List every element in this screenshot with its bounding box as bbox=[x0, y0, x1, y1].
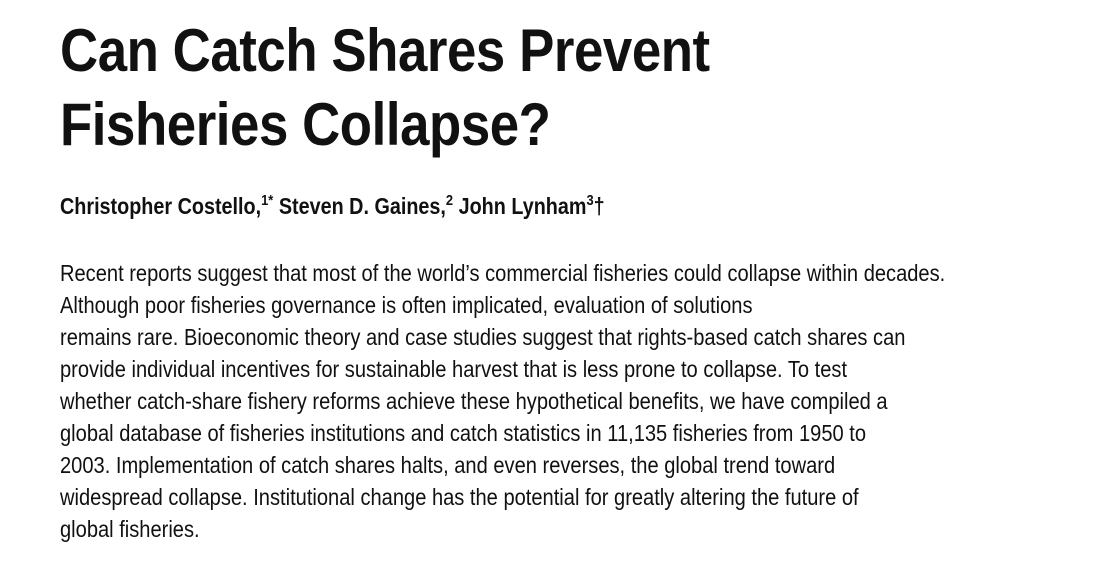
abstract-line: 2003. Implementation of catch shares hal… bbox=[60, 452, 836, 478]
author-name: Christopher Costello, bbox=[60, 193, 262, 219]
abstract-line: Recent reports suggest that most of the … bbox=[60, 260, 946, 286]
abstract-line: global fisheries. bbox=[60, 516, 200, 542]
title-line: Can Catch Shares Prevent bbox=[60, 17, 710, 84]
author-footnote-marker: † bbox=[593, 193, 605, 219]
abstract-line: Although poor fisheries governance is of… bbox=[60, 292, 753, 318]
abstract-line: provide individual incentives for sustai… bbox=[60, 356, 848, 382]
author-affiliation-marker: 1* bbox=[261, 192, 274, 209]
abstract: Recent reports suggest that most of the … bbox=[60, 257, 1106, 545]
abstract-line: remains rare. Bioeconomic theory and cas… bbox=[60, 324, 906, 350]
abstract-line: widespread collapse. Institutional chang… bbox=[60, 484, 859, 510]
author-affiliation-marker: 3 bbox=[586, 192, 594, 209]
author-list: Christopher Costello,1* Steven D. Gaines… bbox=[60, 190, 605, 222]
abstract-line: whether catch-share fishery reforms achi… bbox=[60, 388, 888, 414]
abstract-line: global database of fisheries institution… bbox=[60, 420, 867, 446]
author-name: Steven D. Gaines, bbox=[278, 193, 446, 219]
author-name: John Lynham bbox=[458, 193, 587, 219]
author-affiliation-marker: 2 bbox=[445, 192, 454, 209]
paper-title: Can Catch Shares Prevent Fisheries Colla… bbox=[60, 14, 710, 162]
title-line: Fisheries Collapse? bbox=[60, 91, 551, 158]
